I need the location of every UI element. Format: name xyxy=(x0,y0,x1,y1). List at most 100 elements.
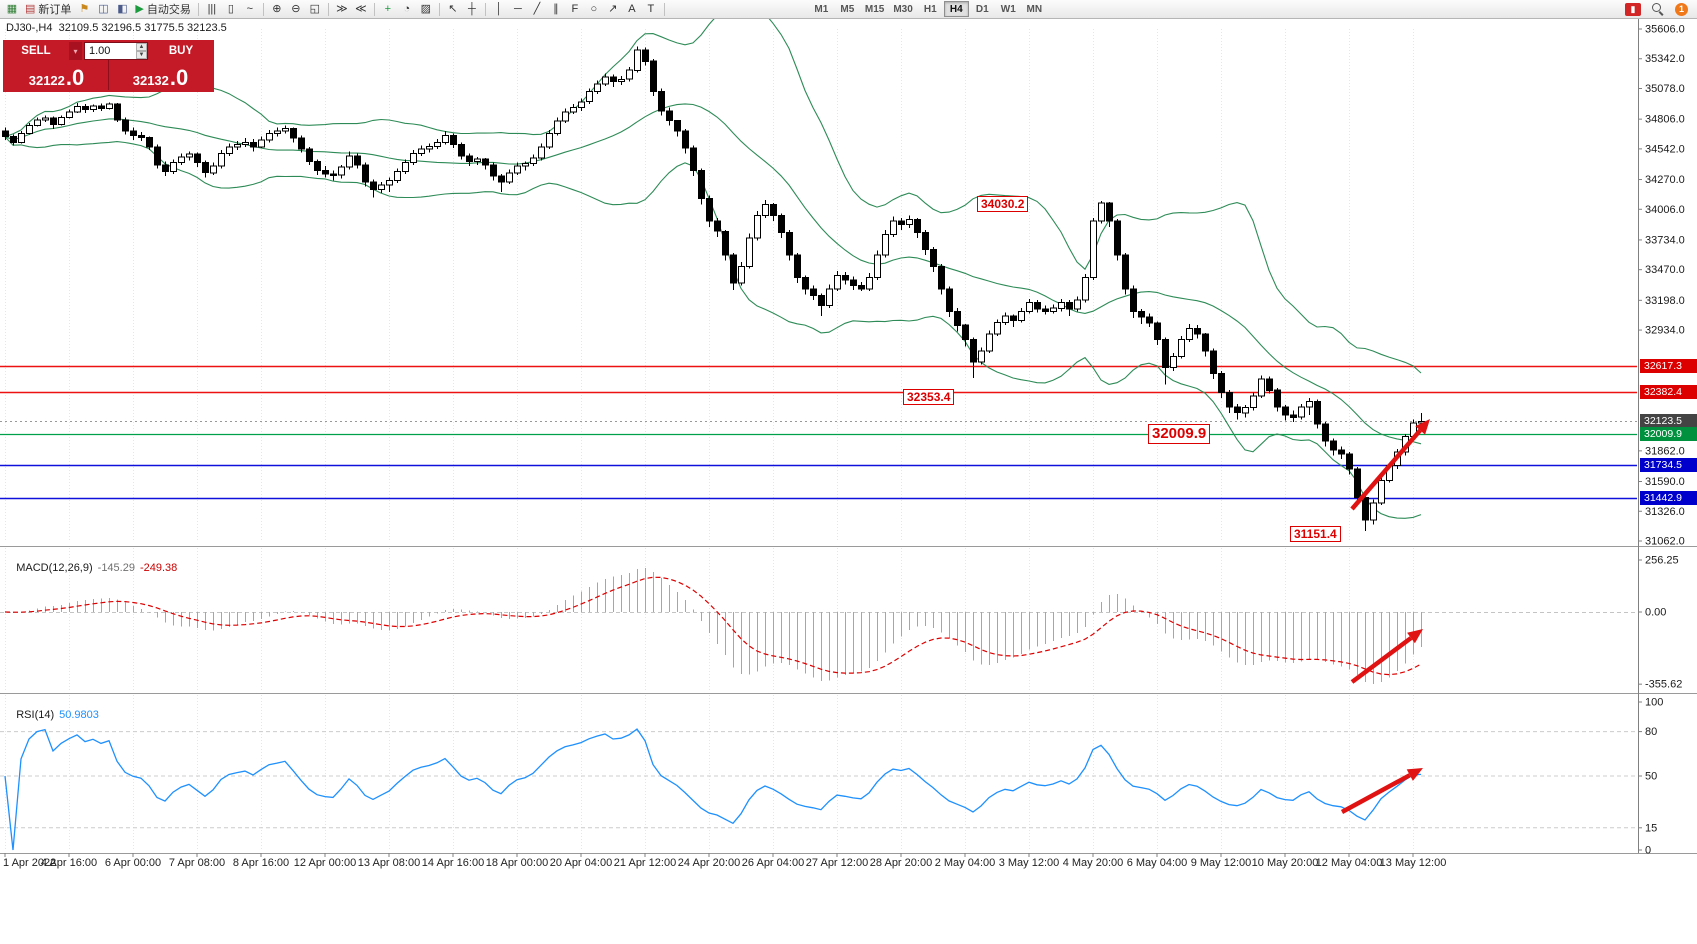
svg-text:21 Apr 12:00: 21 Apr 12:00 xyxy=(614,857,676,869)
volume-box: ▲ ▼ xyxy=(84,42,148,60)
svg-text:28 Apr 20:00: 28 Apr 20:00 xyxy=(870,857,932,869)
volume-decrease-button[interactable]: ▼ xyxy=(136,51,147,59)
quick-panel-icon[interactable]: ▮ xyxy=(1625,2,1641,16)
svg-text:34006.0: 34006.0 xyxy=(1645,204,1685,216)
volume-increase-button[interactable]: ▲ xyxy=(136,43,147,51)
sell-price-pips: .0 xyxy=(65,65,85,91)
buy-price-main: 32132 xyxy=(132,72,169,88)
sell-button[interactable]: SELL xyxy=(5,42,67,60)
label-tool[interactable]: T xyxy=(642,1,660,18)
svg-text:6 Apr 00:00: 6 Apr 00:00 xyxy=(105,857,161,869)
navigator[interactable]: ◧ xyxy=(113,1,131,18)
cursor-tool[interactable]: ↖ xyxy=(444,1,462,18)
buy-price-button[interactable]: 32132 .0 xyxy=(109,60,212,90)
svg-text:256.25: 256.25 xyxy=(1645,555,1679,567)
channel-tool[interactable]: ∥ xyxy=(547,1,565,18)
svg-text:27 Apr 12:00: 27 Apr 12:00 xyxy=(806,857,868,869)
indicators-list[interactable]: + xyxy=(379,1,397,18)
timeframe-H1[interactable]: H1 xyxy=(918,1,943,17)
toolbar-separator xyxy=(197,2,199,16)
chart-title-readout: DJ30-,H4 32109.5 32196.5 31775.5 32123.5 xyxy=(6,22,227,34)
profiles[interactable]: ◫ xyxy=(94,1,112,18)
price-callout[interactable]: 32353.4 xyxy=(903,389,955,406)
timeframe-D1[interactable]: D1 xyxy=(970,1,995,17)
svg-text:15: 15 xyxy=(1645,822,1657,834)
price-callout[interactable]: 32009.9 xyxy=(1148,424,1211,444)
volume-input[interactable] xyxy=(85,45,136,57)
timeframe-M30[interactable]: M30 xyxy=(889,1,916,17)
bar-chart-mode[interactable]: ||| xyxy=(203,1,221,18)
notification-badge[interactable]: 1 xyxy=(1675,2,1688,16)
price-callout[interactable]: 34030.2 xyxy=(977,196,1029,213)
svg-text:13 May 12:00: 13 May 12:00 xyxy=(1380,857,1447,869)
crosshair-tool[interactable]: ┼ xyxy=(463,1,481,18)
candlestick-mode[interactable]: ▯ xyxy=(222,1,240,18)
arrow-tool-icon: ↗ xyxy=(608,2,618,15)
buy-button[interactable]: BUY xyxy=(150,42,212,60)
sell-price-button[interactable]: 32122 .0 xyxy=(5,60,108,90)
svg-text:4 Apr 16:00: 4 Apr 16:00 xyxy=(41,857,97,869)
text-tool[interactable]: A xyxy=(623,1,641,18)
profiles-icon: ◫ xyxy=(98,2,109,15)
macd-name: MACD(12,26,9) xyxy=(16,562,93,574)
new-chart[interactable]: ▦ xyxy=(3,1,21,18)
auto-scroll[interactable]: ≫ xyxy=(333,1,351,18)
indicators-list-icon: + xyxy=(384,2,392,15)
templates[interactable]: ▨ xyxy=(417,1,435,18)
period-selector-icon: ◔ xyxy=(403,2,411,15)
volume-dropdown-button[interactable]: ▾ xyxy=(69,42,82,60)
alerts[interactable]: ⚑ xyxy=(75,1,93,18)
timeframe-M5[interactable]: M5 xyxy=(835,1,860,17)
svg-text:33470.0: 33470.0 xyxy=(1645,264,1685,276)
period-selector[interactable]: ◔ xyxy=(398,1,416,18)
shapes-tool[interactable]: ○ xyxy=(585,1,603,18)
svg-text:35342.0: 35342.0 xyxy=(1645,53,1685,65)
zoom-in[interactable]: ⊕ xyxy=(268,1,286,18)
toolbar: ▦ ▤ 新订单 ⚑ ◫ ◧ ▶ 自动交易 ||| ▯ ~ ⊕ ⊖ ◱ ≫ ≪ + ◔ ▨ ↖ ┼ │ ─ ╱ ∥ F ○ ↗ A T M1 M… xyxy=(0,0,1697,19)
cursor-tool-icon: ↖ xyxy=(448,2,458,15)
svg-text:13 Apr 08:00: 13 Apr 08:00 xyxy=(358,857,420,869)
svg-text:9 May 12:00: 9 May 12:00 xyxy=(1191,857,1252,869)
toolbar-separator xyxy=(262,2,264,16)
toolbar-separator xyxy=(484,2,486,16)
svg-text:35078.0: 35078.0 xyxy=(1645,83,1685,95)
svg-text:80: 80 xyxy=(1645,726,1657,738)
search-icon[interactable] xyxy=(1651,2,1665,16)
svg-text:2 May 04:00: 2 May 04:00 xyxy=(935,857,996,869)
vertical-line-tool-icon: │ xyxy=(495,2,503,15)
fibonacci-tool[interactable]: F xyxy=(566,1,584,18)
timeframe-M1[interactable]: M1 xyxy=(809,1,834,17)
macd-layer xyxy=(0,568,1637,685)
bar-chart-mode-icon: ||| xyxy=(207,2,217,15)
vertical-line-tool[interactable]: │ xyxy=(490,1,508,18)
svg-text:34270.0: 34270.0 xyxy=(1645,174,1685,186)
timeframe-H4[interactable]: H4 xyxy=(943,1,969,17)
new-order[interactable]: ▤ 新订单 xyxy=(22,1,74,18)
horizontal-line-tool[interactable]: ─ xyxy=(509,1,527,18)
timeframe-MN[interactable]: MN xyxy=(1022,1,1047,17)
trendline-tool[interactable]: ╱ xyxy=(528,1,546,18)
price-callout[interactable]: 31151.4 xyxy=(1290,526,1341,543)
chart-shift[interactable]: ≪ xyxy=(352,1,370,18)
candles-layer xyxy=(2,46,1425,531)
toolbar-right-group: ▮ 1 xyxy=(1625,2,1694,16)
timeframe-W1[interactable]: W1 xyxy=(996,1,1021,17)
arrow-tool[interactable]: ↗ xyxy=(604,1,622,18)
tile-windows[interactable]: ◱ xyxy=(306,1,324,18)
line-chart-mode-icon: ~ xyxy=(246,2,254,15)
auto-trading[interactable]: ▶ 自动交易 xyxy=(132,1,193,18)
line-chart-mode[interactable]: ~ xyxy=(241,1,259,18)
trend-arrows-layer[interactable] xyxy=(1340,419,1430,814)
bollinger-lower xyxy=(4,136,1422,519)
channel-tool-icon: ∥ xyxy=(553,2,559,15)
candlestick-mode-icon: ▯ xyxy=(227,2,234,15)
zoom-out[interactable]: ⊖ xyxy=(287,1,305,18)
new-chart-icon: ▦ xyxy=(6,2,18,15)
axis-price-badge: 32617.3 xyxy=(1640,358,1697,373)
svg-text:100: 100 xyxy=(1645,697,1663,709)
svg-text:24 Apr 20:00: 24 Apr 20:00 xyxy=(678,857,740,869)
timeframe-M15[interactable]: M15 xyxy=(861,1,888,17)
trade-panel-header: SELL ▾ ▲ ▼ BUY xyxy=(5,42,212,60)
